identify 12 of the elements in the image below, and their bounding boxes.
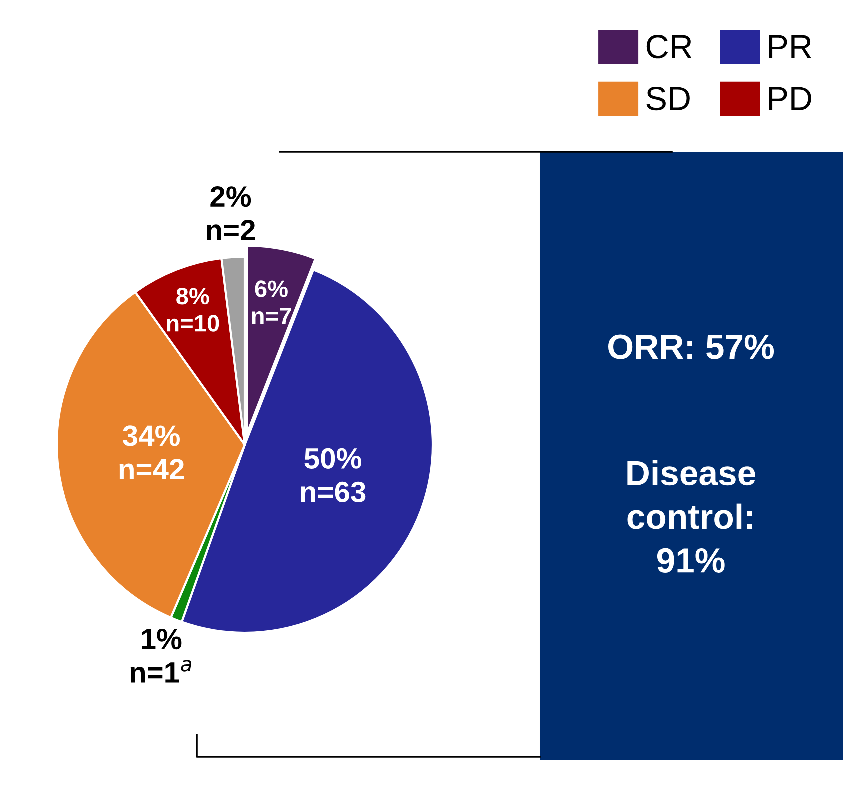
data-label: 50% n=63 [301, 448, 366, 503]
data-label: 8% n=10 [167, 288, 220, 332]
legend-label: SD [646, 86, 690, 111]
text: ORR: 57% [608, 334, 774, 360]
legend-label: CR [646, 35, 692, 59]
data-label: 2% n=2 [207, 186, 256, 240]
text: Disease control: 91% [628, 460, 756, 574]
data-label: 34% n=42 [120, 426, 184, 480]
legend-label: PD [769, 87, 812, 110]
data-label: 1% n=1$^{a}$ [130, 629, 192, 683]
data-label: 6% n=7 [252, 280, 292, 324]
legend-label: PR [769, 35, 812, 58]
